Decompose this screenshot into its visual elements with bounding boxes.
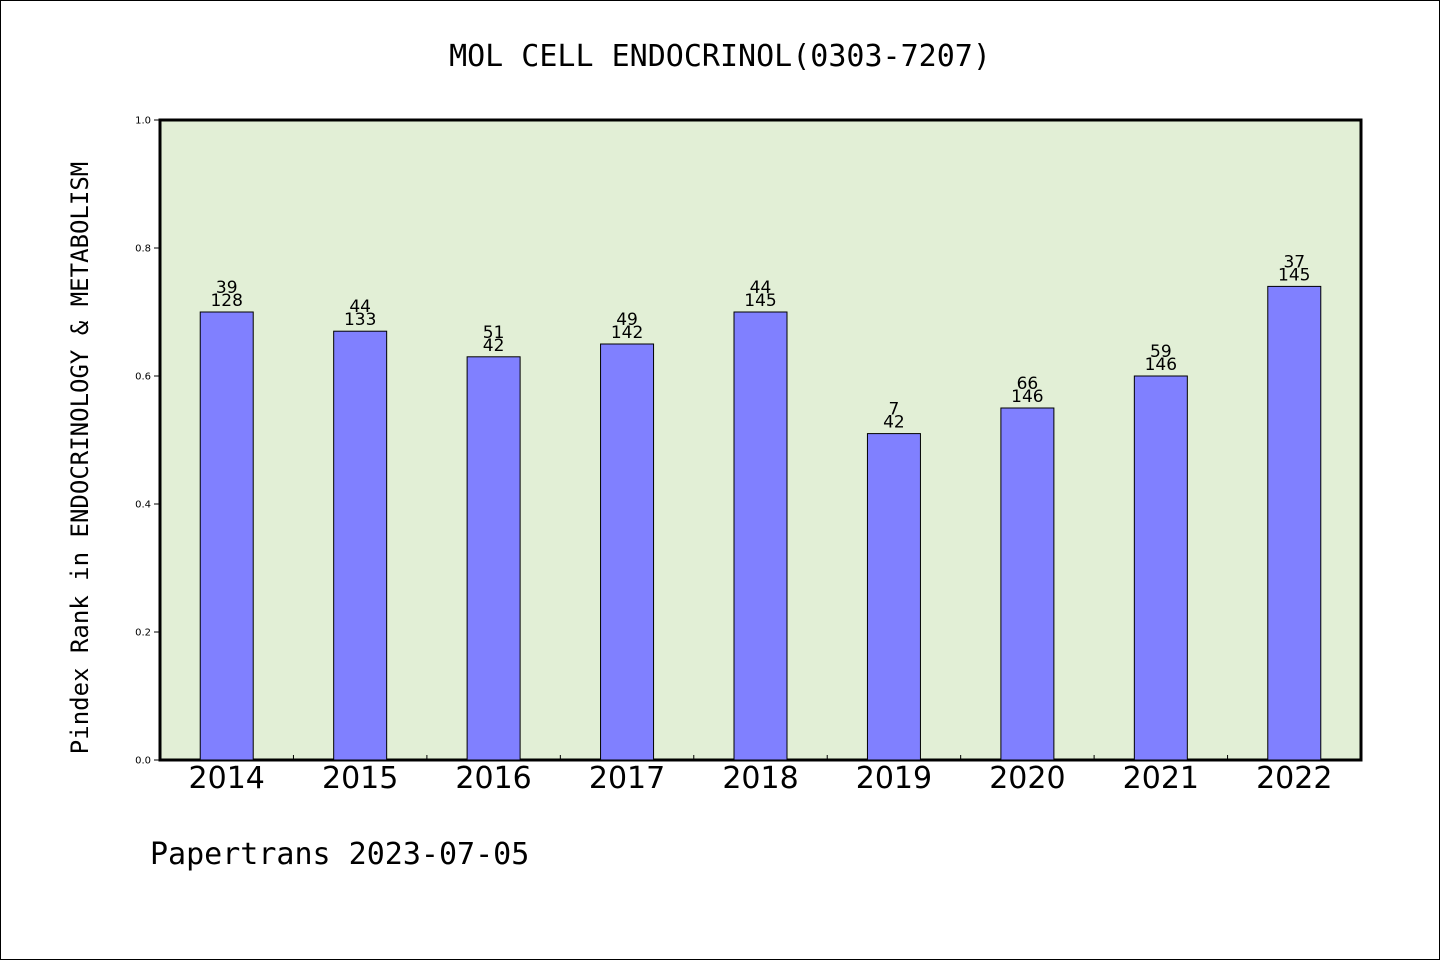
y-tick-label: 0.8	[135, 244, 151, 255]
data-label-rank-2022: 37	[1283, 252, 1305, 272]
data-label-rank-2015: 44	[349, 297, 371, 317]
data-label-rank-2016: 51	[483, 323, 505, 343]
data-label-total-2015: 133	[344, 310, 376, 330]
data-label-total-2017: 142	[611, 323, 643, 343]
chart-title: MOL CELL ENDOCRINOL(0303-7207)	[449, 39, 991, 74]
bar-2022	[1267, 285, 1322, 761]
x-tick-label-2016: 2016	[455, 761, 531, 796]
y-tick-label: 0.2	[135, 628, 151, 639]
data-label-total-2019: 42	[883, 413, 905, 433]
bar-2020	[1000, 407, 1055, 761]
x-tick-label-2020: 2020	[989, 761, 1065, 796]
bar-2017	[600, 343, 655, 761]
bar-2018	[733, 311, 788, 761]
x-tick-label-2014: 2014	[189, 761, 265, 796]
y-tick-label: 0.0	[135, 756, 151, 767]
y-tick-label: 0.6	[135, 372, 151, 383]
data-label-total-2018: 145	[744, 291, 776, 311]
x-tick-label-2021: 2021	[1123, 761, 1199, 796]
y-axis-label: Pindex Rank in ENDOCRINOLOGY & METABOLIS…	[66, 162, 94, 754]
x-axis: 2014 2015 2016 2017 2018 2019 2020 2021 2022	[189, 755, 1332, 796]
data-label-rank-2018: 44	[750, 278, 772, 298]
bar-2021	[1133, 375, 1188, 761]
data-label-rank-2020: 66	[1017, 374, 1039, 394]
data-label-rank-2019: 7	[889, 400, 900, 420]
x-tick-label-2017: 2017	[589, 761, 665, 796]
data-label-total-2022: 145	[1278, 265, 1310, 285]
bar-2019	[866, 433, 921, 761]
x-tick-label-2019: 2019	[856, 761, 932, 796]
bar-2016	[466, 356, 521, 761]
y-axis: 0.0 0.2 0.4 0.6 0.8 1.0	[135, 116, 160, 767]
bar-2014	[199, 311, 254, 761]
y-tick-label: 1.0	[135, 116, 151, 127]
x-tick-label-2015: 2015	[322, 761, 398, 796]
data-label-rank-2017: 49	[616, 310, 638, 330]
x-tick-label-2022: 2022	[1256, 761, 1332, 796]
y-tick-label: 0.4	[135, 500, 151, 511]
data-label-total-2016: 42	[483, 336, 505, 356]
data-label-rank-2021: 59	[1150, 342, 1172, 362]
data-label-total-2020: 146	[1011, 387, 1043, 407]
data-label-total-2014: 128	[210, 291, 242, 311]
data-label-rank-2014: 39	[216, 278, 238, 298]
bar-2015	[333, 330, 388, 761]
bars-group	[199, 285, 1322, 761]
x-tick-label-2018: 2018	[722, 761, 798, 796]
footer-source-date: Papertrans 2023-07-05	[150, 837, 529, 872]
data-label-total-2021: 146	[1145, 355, 1177, 375]
